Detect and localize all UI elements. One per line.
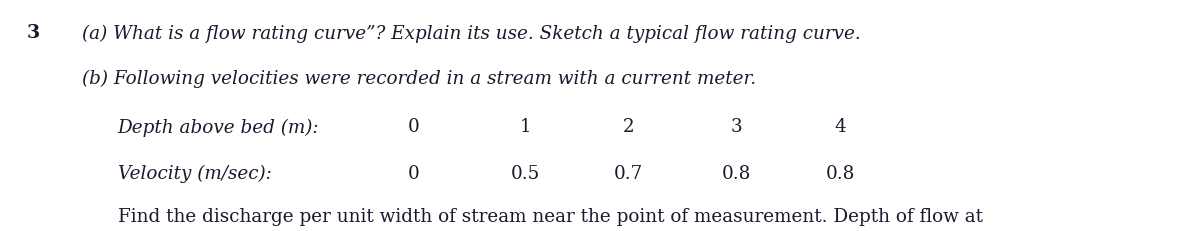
- Text: 3: 3: [731, 118, 743, 136]
- Text: 3: 3: [26, 24, 40, 42]
- Text: 0.8: 0.8: [722, 164, 751, 182]
- Text: 2: 2: [623, 118, 635, 136]
- Text: 0: 0: [408, 164, 420, 182]
- Text: 4: 4: [834, 118, 846, 136]
- Text: 0: 0: [408, 118, 420, 136]
- Text: Depth above bed (m):: Depth above bed (m):: [118, 118, 319, 136]
- Text: 0.7: 0.7: [614, 164, 643, 182]
- Text: Find the discharge per unit width of stream near the point of measurement. Depth: Find the discharge per unit width of str…: [118, 207, 983, 225]
- Text: (a) What is a flow rating curve”? Explain its use. Sketch a typical flow rating : (a) What is a flow rating curve”? Explai…: [82, 24, 860, 43]
- Text: Velocity (m/sec):: Velocity (m/sec):: [118, 164, 271, 182]
- Text: (b) Following velocities were recorded in a stream with a current meter.: (b) Following velocities were recorded i…: [82, 69, 756, 88]
- Text: 0.8: 0.8: [826, 164, 854, 182]
- Text: 1: 1: [520, 118, 532, 136]
- Text: 0.5: 0.5: [511, 164, 540, 182]
